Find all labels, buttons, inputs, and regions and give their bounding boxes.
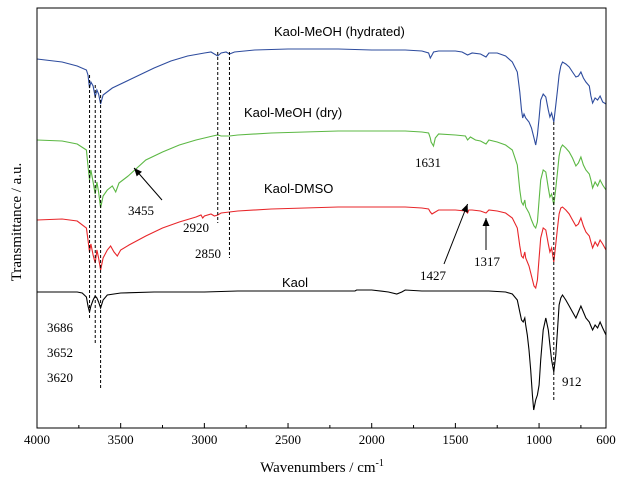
series-label-kaol-dmso: Kaol-DMSO — [264, 181, 333, 196]
x-axis-title: Wavenumbers / cm-1 — [260, 458, 384, 476]
series-line-3 — [36, 206, 607, 290]
series-label-kaol: Kaol — [282, 275, 308, 290]
series-line-1 — [36, 48, 607, 146]
series-line-2 — [36, 130, 607, 230]
annotation-1631: 1631 — [415, 155, 441, 170]
x-tick-label-600: 600 — [596, 432, 616, 447]
x-tick-label-4000: 4000 — [24, 432, 50, 447]
series-layer — [36, 48, 607, 411]
x-tick-label-3000: 3000 — [191, 432, 217, 447]
guide-lines — [89, 52, 555, 400]
arrow-1427-head — [461, 204, 468, 213]
series-line-4 — [37, 289, 607, 411]
annotation-2850: 2850 — [195, 246, 221, 261]
plot-frame — [36, 7, 607, 429]
y-axis-title: Transmittance / a.u. — [9, 163, 25, 282]
arrow-1427 — [443, 203, 469, 265]
series-label-kaol-meoh-hydrated: Kaol-MeOH (hydrated) — [274, 24, 405, 39]
annotation-arrows — [133, 167, 490, 265]
x-tick-label-2500: 2500 — [275, 432, 301, 447]
annotation-1317: 1317 — [474, 254, 501, 269]
x-tick-label-3500: 3500 — [108, 432, 134, 447]
annotation-3686: 3686 — [47, 320, 74, 335]
arrow-1317-head — [482, 218, 490, 226]
x-axis-ticks: 4000 3500 3000 2500 2000 1500 1000 600 — [24, 423, 616, 447]
series-label-kaol-meoh-dry: Kaol-MeOH (dry) — [244, 105, 342, 120]
annotation-3620: 3620 — [47, 370, 73, 385]
x-tick-label-2000: 2000 — [359, 432, 385, 447]
annotation-3652: 3652 — [47, 345, 73, 360]
x-tick-label-1500: 1500 — [442, 432, 468, 447]
annotation-912: 912 — [562, 374, 582, 389]
annotation-2920: 2920 — [183, 220, 209, 235]
arrow-3455-head — [134, 168, 142, 177]
annotation-1427: 1427 — [420, 268, 447, 283]
annotation-3455: 3455 — [128, 203, 154, 218]
x-tick-label-1000: 1000 — [526, 432, 552, 447]
